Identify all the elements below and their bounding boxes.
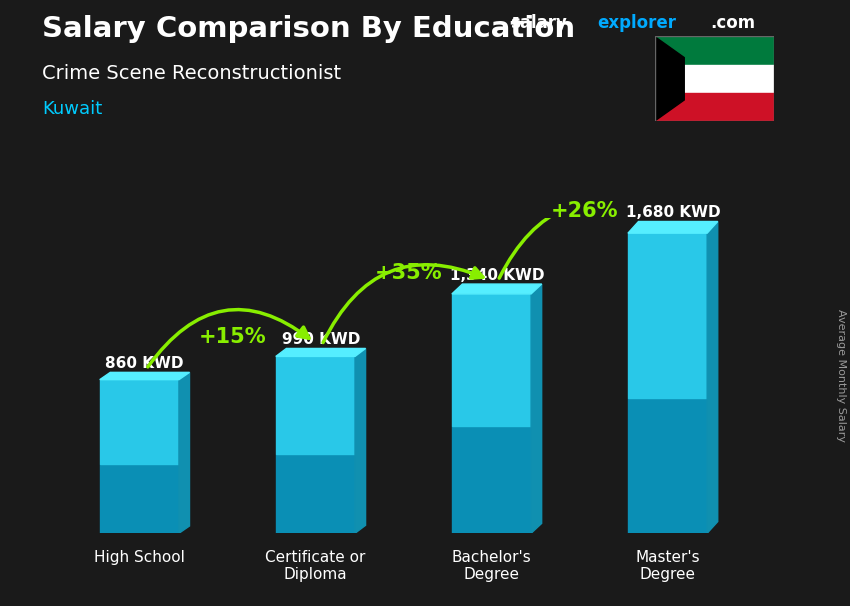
- Polygon shape: [355, 348, 366, 533]
- Text: +26%: +26%: [551, 201, 619, 221]
- Polygon shape: [628, 221, 717, 233]
- FancyArrowPatch shape: [499, 202, 659, 278]
- Text: 860 KWD: 860 KWD: [105, 356, 184, 371]
- Text: .com: .com: [711, 14, 756, 32]
- Text: Kuwait: Kuwait: [42, 100, 103, 118]
- Bar: [99, 379, 179, 464]
- Bar: [628, 233, 707, 398]
- FancyArrowPatch shape: [323, 265, 483, 342]
- Text: 990 KWD: 990 KWD: [281, 332, 360, 347]
- Text: +15%: +15%: [199, 327, 266, 347]
- Bar: [99, 464, 179, 533]
- Bar: [452, 294, 531, 425]
- Polygon shape: [654, 36, 684, 121]
- Bar: [275, 454, 355, 533]
- Text: Salary Comparison By Education: Salary Comparison By Education: [42, 15, 575, 43]
- Bar: [275, 356, 355, 454]
- Polygon shape: [707, 221, 717, 533]
- Text: 1,340 KWD: 1,340 KWD: [450, 268, 544, 282]
- Bar: [452, 425, 531, 533]
- Text: explorer: explorer: [598, 14, 677, 32]
- Polygon shape: [179, 372, 190, 533]
- Text: +35%: +35%: [375, 263, 443, 283]
- Polygon shape: [531, 284, 541, 533]
- Polygon shape: [275, 348, 366, 356]
- Text: Average Monthly Salary: Average Monthly Salary: [836, 309, 846, 442]
- Polygon shape: [452, 284, 541, 294]
- Text: 1,680 KWD: 1,680 KWD: [626, 205, 720, 220]
- Bar: [628, 398, 707, 533]
- Bar: [654, 36, 774, 65]
- Bar: [654, 65, 774, 93]
- Polygon shape: [99, 372, 190, 379]
- Text: Crime Scene Reconstructionist: Crime Scene Reconstructionist: [42, 64, 342, 82]
- Text: salary: salary: [510, 14, 567, 32]
- FancyArrowPatch shape: [148, 310, 309, 367]
- Bar: [654, 93, 774, 121]
